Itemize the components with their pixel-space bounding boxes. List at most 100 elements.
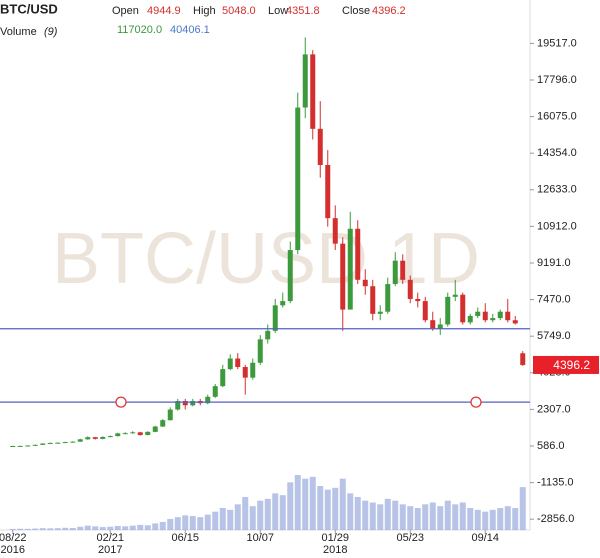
volume-bar bbox=[159, 521, 166, 530]
x-tick-label: 05/23 bbox=[396, 532, 424, 544]
candle-body bbox=[77, 439, 83, 442]
volume-bar bbox=[99, 527, 106, 530]
candle-body bbox=[272, 305, 278, 331]
volume-bar bbox=[182, 515, 189, 530]
volume-bar bbox=[249, 506, 256, 530]
volume-bar bbox=[17, 528, 24, 530]
volume-bar bbox=[257, 500, 264, 530]
y-tick-label: 16075.0 bbox=[537, 110, 577, 122]
ohlc-value: 4396.2 bbox=[372, 5, 406, 17]
volume-bar bbox=[519, 487, 526, 530]
candle-body bbox=[355, 228, 361, 280]
volume-bar bbox=[362, 500, 369, 530]
volume-bar bbox=[392, 500, 399, 530]
candle-body bbox=[137, 432, 143, 436]
volume-bar bbox=[174, 517, 181, 530]
candle-body bbox=[25, 445, 31, 447]
y-tick-label: 10912.0 bbox=[537, 220, 577, 232]
y-tick-label: 5749.0 bbox=[537, 330, 571, 342]
candle-body bbox=[227, 358, 233, 370]
x-tick-label: 02/21 2017 bbox=[96, 532, 124, 556]
volume-bar bbox=[167, 519, 174, 530]
y-tick-label: 19517.0 bbox=[537, 37, 577, 49]
candle-body bbox=[107, 436, 113, 438]
volume-bar bbox=[39, 528, 46, 530]
volume-bar bbox=[504, 506, 511, 530]
ohlc-value: 4351.8 bbox=[286, 5, 320, 17]
x-tick-label: 06/15 bbox=[171, 532, 199, 544]
candle-body bbox=[460, 294, 466, 323]
volume-bar bbox=[384, 498, 391, 530]
watermark-layer: BTC/USD 1D bbox=[52, 219, 480, 299]
candle-body bbox=[392, 260, 398, 285]
volume-bar bbox=[324, 489, 331, 530]
volume-label: Volume bbox=[0, 26, 37, 38]
volume-bar bbox=[189, 516, 196, 530]
volume-bar bbox=[47, 528, 54, 530]
candle-body bbox=[445, 296, 451, 325]
candle-body bbox=[62, 442, 68, 444]
candle-body bbox=[32, 444, 38, 446]
candle-body bbox=[235, 358, 241, 368]
ohlc-label: Open bbox=[112, 5, 139, 17]
y-tick-label: 7470.0 bbox=[537, 293, 571, 305]
chart-title: BTC/USD bbox=[0, 1, 58, 16]
candle-body bbox=[400, 260, 406, 280]
candle-body bbox=[92, 437, 98, 439]
candle-body bbox=[497, 311, 503, 319]
y-tick-label: -1135.0 bbox=[537, 477, 574, 489]
volume-bar bbox=[242, 497, 249, 530]
volume-bar bbox=[444, 500, 451, 530]
volume-bar bbox=[129, 525, 136, 530]
candle-body bbox=[302, 54, 308, 108]
volume-bar bbox=[92, 526, 99, 530]
volume-bar bbox=[489, 509, 496, 530]
y-tick-label: 14354.0 bbox=[537, 147, 577, 159]
volume-bar bbox=[317, 486, 324, 530]
ohlc-label: High bbox=[193, 5, 216, 17]
x-tick-label: 08/22 2016 bbox=[0, 532, 27, 556]
candle-body bbox=[377, 311, 383, 314]
volume-bar bbox=[474, 509, 481, 530]
volume-bar bbox=[272, 493, 279, 530]
volume-bar bbox=[497, 508, 504, 530]
volume-bar bbox=[9, 528, 16, 530]
candle-body bbox=[145, 431, 151, 436]
candle-body bbox=[280, 301, 286, 306]
volume-bar bbox=[294, 475, 301, 530]
y-tick-label: 9191.0 bbox=[537, 257, 571, 269]
ohlc-label: Close bbox=[342, 5, 370, 17]
price-tag-label: 4396.2 bbox=[553, 358, 590, 372]
volume-bar bbox=[69, 527, 76, 530]
price-tag bbox=[533, 355, 599, 374]
volume-bar bbox=[197, 517, 204, 530]
volume-bar bbox=[459, 502, 466, 530]
candle-body bbox=[265, 330, 271, 340]
candle-body bbox=[242, 367, 248, 378]
volume-period: (9) bbox=[44, 26, 58, 38]
volume-bar bbox=[54, 528, 61, 530]
watermark: BTC/USD 1D bbox=[52, 219, 480, 299]
candle-body bbox=[257, 339, 263, 363]
candle-body bbox=[452, 294, 458, 297]
candle-body bbox=[190, 401, 196, 406]
volume-bar bbox=[227, 509, 234, 530]
candle-body bbox=[295, 107, 301, 251]
candle-body bbox=[205, 396, 211, 404]
candle-body bbox=[370, 286, 376, 314]
volume-bar bbox=[369, 502, 376, 530]
candle-body bbox=[482, 311, 488, 321]
candle-body bbox=[362, 279, 368, 287]
volume-bar bbox=[429, 502, 436, 530]
ohlc-value: 5048.0 bbox=[222, 5, 256, 17]
candle-body bbox=[167, 409, 173, 421]
volume-bar bbox=[212, 511, 219, 530]
ohlc-label: Low bbox=[268, 5, 288, 17]
candle-body bbox=[175, 401, 181, 410]
volume-bar bbox=[399, 504, 406, 530]
volume-bar bbox=[137, 524, 144, 530]
y-tick-label: 17796.0 bbox=[537, 74, 577, 86]
candle-body bbox=[160, 420, 166, 427]
y-tick-label: 12633.0 bbox=[537, 184, 577, 196]
